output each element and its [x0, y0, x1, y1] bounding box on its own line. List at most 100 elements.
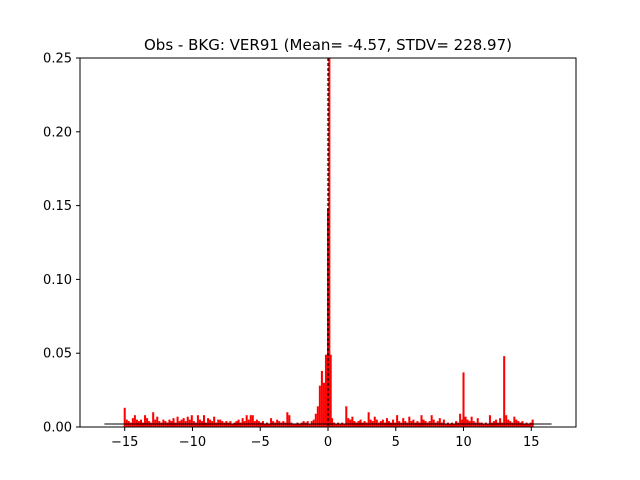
histogram-bar: [430, 415, 433, 427]
x-axis: −15 −10 −5 0 5 10 15: [111, 427, 540, 450]
histogram-bar: [259, 422, 262, 427]
histogram-bar: [448, 424, 451, 427]
bars-group: [123, 58, 534, 427]
y-tick-label: 0.15: [43, 199, 72, 214]
histogram-bar: [227, 422, 230, 427]
histogram-bar: [396, 415, 399, 427]
histogram-bar: [412, 419, 415, 427]
histogram-bar: [160, 422, 163, 427]
x-tick-label: 5: [392, 435, 400, 450]
histogram-bar: [284, 422, 287, 427]
x-tick-label: −10: [179, 435, 206, 450]
histogram-bar: [172, 418, 175, 427]
histogram-bar: [457, 422, 460, 427]
x-tick-label: −15: [111, 435, 138, 450]
x-tick-label: 10: [455, 435, 472, 450]
histogram-bar: [408, 416, 411, 427]
histogram-bar: [345, 406, 348, 427]
histogram-bar: [383, 422, 386, 427]
histogram-bar: [337, 422, 340, 427]
histogram-bar: [432, 419, 435, 427]
histogram-bar: [316, 406, 319, 427]
histogram-bar: [146, 418, 149, 427]
histogram-bar: [519, 422, 522, 427]
histogram-bar: [418, 422, 421, 427]
histogram-bar: [237, 419, 240, 427]
histogram-bar: [497, 422, 500, 427]
histogram-bar: [231, 424, 234, 427]
histogram-bar: [268, 424, 271, 427]
histogram-bar: [480, 422, 483, 427]
y-tick-label: 0.05: [43, 347, 72, 362]
histogram-bar: [205, 422, 208, 427]
histogram-bar: [198, 419, 201, 427]
histogram-bar: [359, 419, 362, 427]
histogram-bar: [266, 422, 269, 427]
histogram-bar: [251, 415, 254, 427]
histogram-bar: [501, 422, 504, 427]
histogram-bar: [400, 422, 403, 427]
histogram-bar: [123, 407, 126, 427]
histogram-bar: [523, 424, 526, 427]
histogram-bar: [470, 416, 473, 427]
histogram-bar: [150, 422, 153, 427]
histogram-bar: [343, 424, 346, 427]
histogram-bar: [515, 419, 518, 427]
histogram-bar: [298, 424, 301, 427]
histogram-bar: [444, 424, 447, 427]
histogram-bar: [499, 418, 502, 427]
histogram-bar: [213, 416, 216, 427]
histogram-bar: [217, 419, 220, 427]
histogram-bar: [255, 419, 258, 427]
histogram-bar: [154, 419, 157, 427]
histogram-bar: [392, 419, 395, 427]
histogram-bar: [375, 419, 378, 427]
histogram-bar: [394, 422, 397, 427]
histogram-bar: [190, 415, 193, 427]
histogram-bar: [125, 419, 128, 427]
histogram-bar: [474, 422, 477, 427]
histogram-bar: [461, 419, 464, 427]
histogram-bar: [312, 419, 315, 427]
histogram-bar: [507, 419, 510, 427]
histogram-bar: [490, 422, 493, 427]
histogram-bar: [207, 418, 210, 427]
histogram-bar: [286, 412, 289, 427]
histogram-bar: [139, 419, 142, 427]
histogram-bar: [194, 422, 197, 427]
histogram-bar: [381, 419, 384, 427]
reference-lines: [104, 58, 552, 427]
histogram-bar: [369, 419, 372, 427]
histogram-bar: [422, 419, 425, 427]
histogram-bar: [296, 422, 299, 427]
histogram-bar: [377, 422, 380, 427]
histogram-bar: [188, 419, 191, 427]
x-tick-label: 0: [324, 435, 332, 450]
histogram-bar: [247, 419, 250, 427]
histogram-bar: [322, 382, 325, 427]
histogram-bar: [176, 416, 179, 427]
histogram-bar: [314, 413, 317, 427]
histogram-bar: [174, 422, 177, 427]
y-tick-label: 0.00: [43, 421, 72, 436]
histogram-bar: [239, 422, 242, 427]
histogram-bar: [373, 416, 376, 427]
histogram-bar: [129, 422, 132, 427]
histogram-bar: [446, 422, 449, 427]
histogram-bar: [464, 416, 467, 427]
histogram-bar: [478, 422, 481, 427]
histogram-bar: [133, 415, 136, 427]
histogram-bar: [186, 416, 189, 427]
histogram-bar: [476, 418, 479, 427]
histogram-bar: [156, 416, 159, 427]
histogram-bar: [292, 424, 295, 427]
histogram-bar: [290, 422, 293, 427]
histogram-bar: [144, 415, 147, 427]
histogram-bar: [182, 418, 185, 427]
histogram-bar: [426, 422, 429, 427]
histogram-bar: [223, 422, 226, 427]
histogram-bar: [505, 415, 508, 427]
histogram-bar: [241, 418, 244, 427]
histogram-bar: [529, 422, 532, 427]
